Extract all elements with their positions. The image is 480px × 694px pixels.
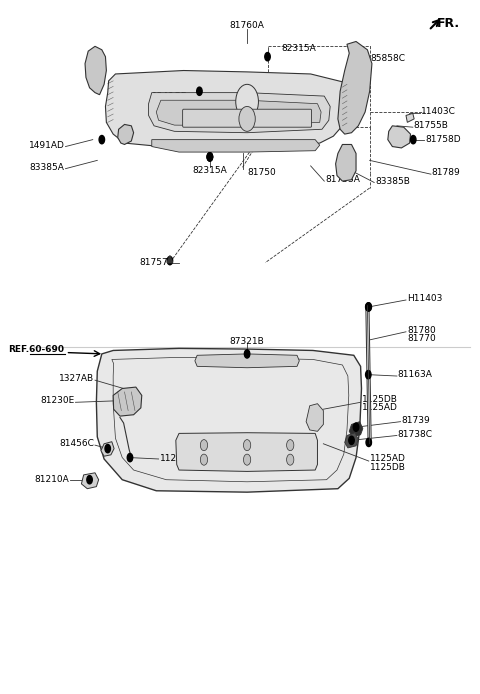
Circle shape [87,475,92,484]
Text: 81456C: 81456C [59,439,94,448]
Text: 81760A: 81760A [229,21,264,30]
Circle shape [244,350,250,358]
Text: 81755B: 81755B [414,121,449,130]
Circle shape [105,444,110,452]
Polygon shape [82,473,99,489]
Polygon shape [149,92,330,133]
Circle shape [127,453,132,462]
Text: 81210A: 81210A [35,475,69,484]
Polygon shape [101,441,114,456]
Text: 81738C: 81738C [398,430,433,439]
Text: 83385A: 83385A [30,163,65,172]
Circle shape [243,439,251,450]
Polygon shape [167,256,173,262]
Circle shape [265,53,270,61]
Text: 81757: 81757 [139,258,168,267]
Circle shape [207,153,213,161]
Text: H11403: H11403 [407,294,442,303]
Text: 81230E: 81230E [40,396,74,405]
Circle shape [366,438,372,446]
Circle shape [207,153,213,161]
Circle shape [410,135,416,144]
Circle shape [353,423,359,432]
Circle shape [287,439,294,450]
Text: 81780: 81780 [407,326,436,335]
Text: 82315A: 82315A [281,44,316,53]
Text: 83385B: 83385B [375,176,410,185]
Polygon shape [152,139,320,152]
Text: 81163A: 81163A [398,370,432,379]
Circle shape [239,106,255,131]
Text: 1491AD: 1491AD [29,141,65,150]
Text: 82315A: 82315A [192,167,227,176]
Text: 11403C: 11403C [420,108,456,117]
Text: 1249GE: 1249GE [152,92,187,101]
Polygon shape [349,422,363,437]
Text: 81758D: 81758D [425,135,461,144]
Text: FR.: FR. [437,17,460,30]
Polygon shape [306,404,324,432]
Text: 81770: 81770 [407,335,436,344]
Text: REF.60-690: REF.60-690 [9,345,65,354]
Circle shape [200,439,207,450]
Circle shape [236,85,258,119]
Circle shape [197,87,202,95]
Text: 1125AD: 1125AD [361,403,397,412]
Text: 1125DB: 1125DB [361,395,397,404]
Circle shape [167,257,173,264]
Polygon shape [106,71,351,148]
Text: 1125AD: 1125AD [370,455,406,464]
Text: 81750: 81750 [247,169,276,177]
Circle shape [243,454,251,465]
Polygon shape [388,126,410,148]
Circle shape [366,371,371,379]
Text: 81753A: 81753A [325,175,360,184]
Polygon shape [85,46,107,94]
Polygon shape [156,100,321,126]
Circle shape [200,454,207,465]
Text: 1125DA: 1125DA [159,455,195,464]
Polygon shape [113,387,142,416]
Polygon shape [406,113,414,122]
Circle shape [349,436,354,444]
Polygon shape [336,144,356,181]
Text: 1327AB: 1327AB [59,374,94,383]
Text: 81739: 81739 [401,416,430,425]
Polygon shape [338,42,372,134]
Circle shape [287,454,294,465]
Polygon shape [345,433,358,448]
Circle shape [207,153,213,161]
Text: 81789: 81789 [432,169,461,177]
Text: 1125DB: 1125DB [370,463,406,472]
Text: 85858C: 85858C [371,53,406,62]
Polygon shape [118,124,133,144]
Polygon shape [195,354,300,368]
FancyBboxPatch shape [182,109,312,127]
Circle shape [99,135,105,144]
Circle shape [366,303,371,311]
Polygon shape [96,348,361,492]
Polygon shape [176,433,317,471]
Text: 87321B: 87321B [230,337,264,346]
Circle shape [366,303,372,311]
